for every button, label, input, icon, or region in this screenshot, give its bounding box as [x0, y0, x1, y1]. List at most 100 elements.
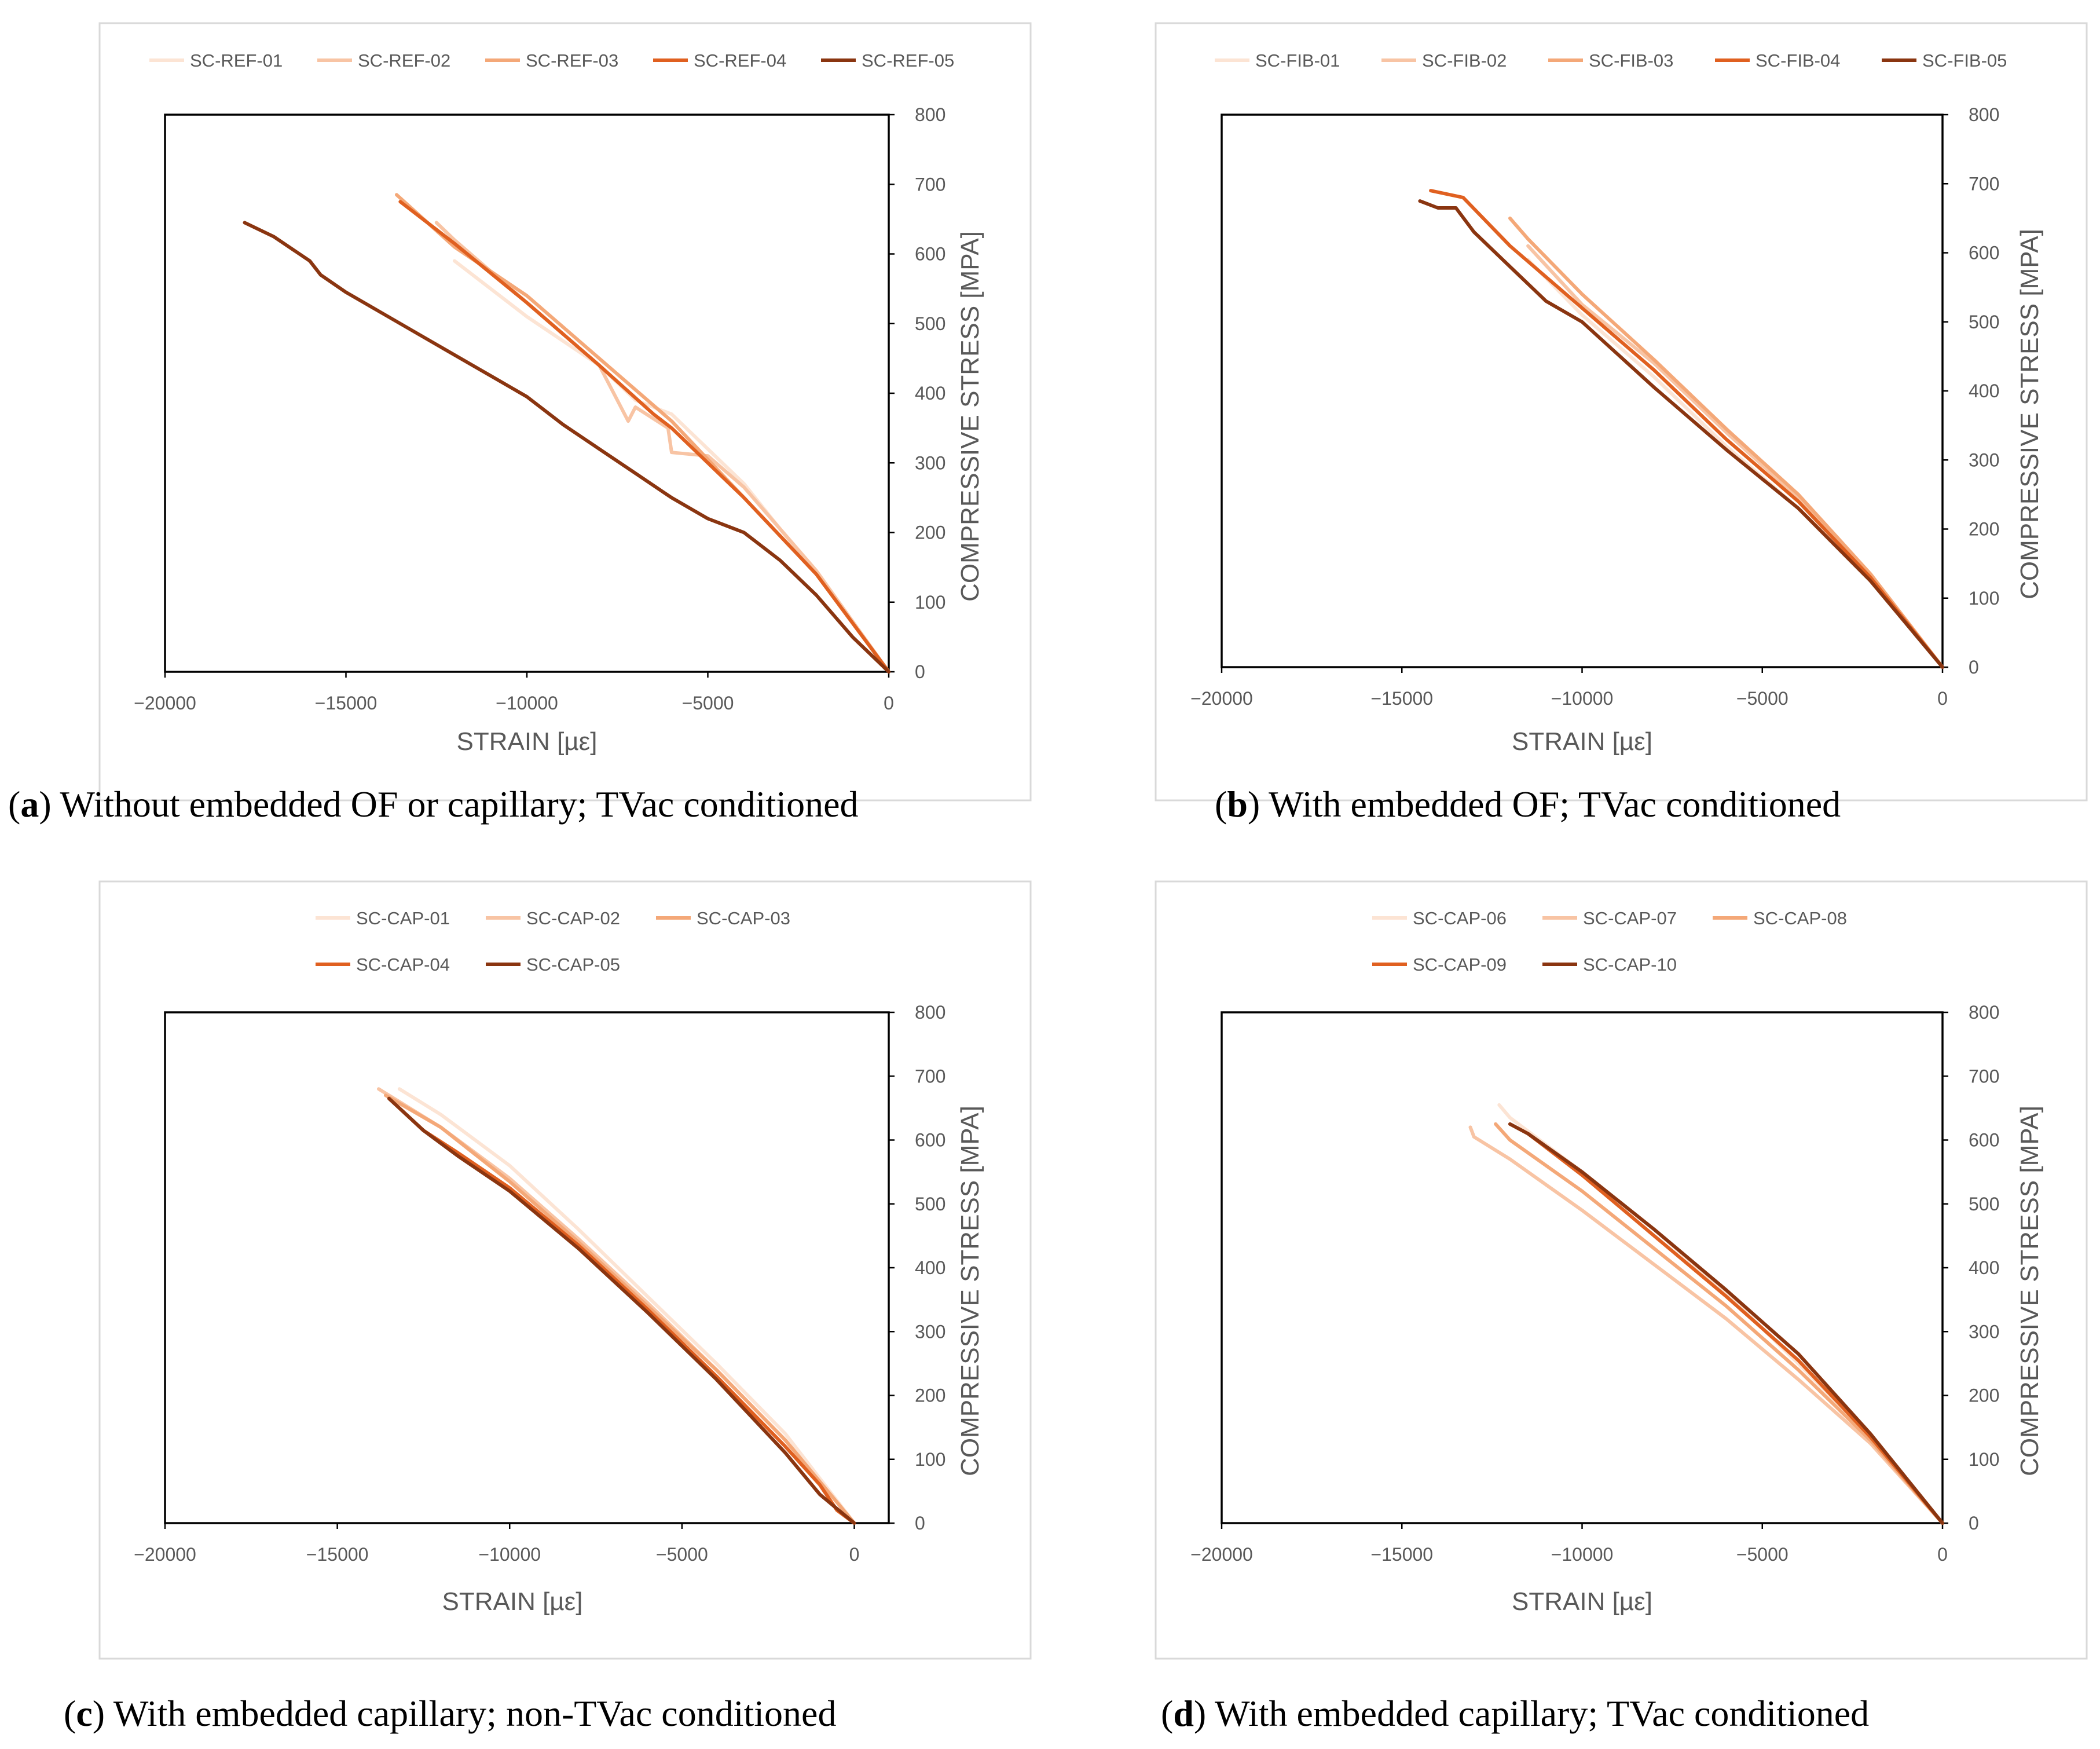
- y-tick-label: 0: [1969, 657, 1979, 678]
- x-tick-label: −5000: [682, 693, 734, 713]
- chart-area-border: [98, 880, 1032, 1660]
- series-line-sc-cap-08: [1494, 1122, 1944, 1525]
- y-tick-label: 800: [1969, 1002, 1999, 1023]
- legend-label: SC-CAP-06: [1413, 908, 1507, 928]
- y-tick-label: 600: [915, 1130, 945, 1151]
- y-tick-label: 400: [1969, 380, 1999, 401]
- x-tick-label: −10000: [1551, 688, 1614, 709]
- series-line-sc-ref-04: [398, 200, 890, 674]
- chart-area-border: [1155, 880, 2088, 1660]
- legend-label: SC-CAP-08: [1753, 908, 1847, 928]
- y-tick-label: 700: [915, 1066, 945, 1086]
- caption-letter: c: [76, 1693, 92, 1734]
- caption-body: ) With embedded OF; TVac conditioned: [1248, 784, 1841, 825]
- series-line-sc-cap-07: [1468, 1125, 1944, 1525]
- x-tick-label: −15000: [315, 693, 378, 713]
- y-axis-title: COMPRESSIVE STRESS [MPA]: [956, 1106, 984, 1476]
- caption-open-paren: (: [1215, 784, 1227, 825]
- caption-body: ) Without embedded OF or capillary; TVac…: [39, 784, 858, 825]
- x-tick-label: −5000: [1736, 1544, 1789, 1565]
- series-line-sc-fib-05: [1418, 199, 1944, 669]
- chart-panel-a: −20000 −15000 −10000 −5000 0 0 100 200 300 400 500…: [8, 22, 1032, 825]
- x-axis-title: STRAIN [µε]: [457, 727, 598, 756]
- y-tick-label: 800: [1969, 104, 1999, 125]
- legend-label: SC-REF-03: [526, 50, 618, 71]
- y-axis-title: COMPRESSIVE STRESS [MPA]: [2015, 229, 2044, 599]
- y-axis-title: COMPRESSIVE STRESS [MPA]: [2015, 1106, 2044, 1476]
- chart-area-border: [98, 22, 1032, 802]
- x-axis-title: STRAIN [µε]: [442, 1587, 583, 1616]
- panel-caption: (a) Without embedded OF or capillary; TV…: [8, 784, 858, 825]
- x-tick-label: −10000: [1551, 1544, 1614, 1565]
- legend-label: SC-CAP-05: [526, 954, 620, 975]
- series-line-sc-ref-05: [243, 221, 890, 674]
- x-tick-label: −5000: [656, 1544, 708, 1565]
- series-line-sc-fib-03: [1508, 216, 1944, 669]
- x-tick-label: −15000: [1370, 1544, 1433, 1565]
- y-tick-label: 600: [1969, 1130, 1999, 1151]
- legend-label: SC-FIB-04: [1756, 50, 1840, 71]
- y-tick-label: 400: [1969, 1257, 1999, 1278]
- y-tick-label: 300: [1969, 1321, 1999, 1342]
- legend-label: SC-REF-02: [358, 50, 450, 71]
- caption-letter: d: [1173, 1693, 1194, 1734]
- panel-caption: (c) With embedded capillary; non-TVac co…: [64, 1693, 836, 1734]
- y-tick-label: 200: [1969, 1385, 1999, 1406]
- x-tick-label: 0: [884, 693, 894, 713]
- y-tick-label: 100: [1969, 1449, 1999, 1470]
- chart-panel-c: −20000 −15000 −10000 −5000 0 0 100 200 300 400 500…: [64, 880, 1032, 1734]
- y-tick-label: 300: [915, 1321, 945, 1342]
- x-tick-label: 0: [1937, 688, 1948, 709]
- x-tick-label: −10000: [496, 693, 558, 713]
- y-tick-label: 700: [915, 174, 945, 195]
- y-tick-label: 700: [1969, 1066, 1999, 1086]
- y-tick-label: 300: [915, 452, 945, 473]
- x-tick-label: 0: [849, 1544, 860, 1565]
- x-axis-title: STRAIN [µε]: [1512, 1587, 1652, 1616]
- y-tick-label: 600: [915, 244, 945, 265]
- caption-letter: b: [1227, 784, 1248, 825]
- y-tick-label: 800: [915, 1002, 945, 1023]
- x-tick-label: −5000: [1736, 688, 1789, 709]
- series-line-sc-fib-04: [1429, 189, 1944, 669]
- y-tick-label: 0: [915, 661, 925, 682]
- legend-label: SC-REF-04: [694, 50, 786, 71]
- caption-open-paren: (: [64, 1693, 76, 1734]
- chart-area-border: [1155, 22, 2088, 802]
- legend-label: SC-CAP-07: [1583, 908, 1677, 928]
- x-tick-label: −15000: [306, 1544, 369, 1565]
- legend-label: SC-REF-05: [862, 50, 954, 71]
- x-tick-label: 0: [1937, 1544, 1948, 1565]
- y-tick-label: 500: [915, 1194, 945, 1214]
- y-tick-label: 100: [915, 1449, 945, 1470]
- x-tick-label: −20000: [134, 693, 196, 713]
- legend-label: SC-CAP-10: [1583, 954, 1677, 975]
- y-tick-label: 400: [915, 383, 945, 404]
- x-axis-title: STRAIN [µε]: [1512, 727, 1652, 756]
- y-tick-label: 700: [1969, 173, 1999, 194]
- x-tick-label: −20000: [1190, 688, 1253, 709]
- y-tick-label: 200: [915, 522, 945, 543]
- y-tick-label: 400: [915, 1257, 945, 1278]
- x-tick-label: −20000: [1190, 1544, 1253, 1565]
- legend-label: SC-FIB-02: [1422, 50, 1507, 71]
- y-tick-label: 300: [1969, 449, 1999, 470]
- series-line-sc-cap-05: [387, 1096, 856, 1525]
- x-tick-label: −10000: [478, 1544, 541, 1565]
- y-tick-label: 500: [915, 313, 945, 334]
- panel-caption: (b) With embedded OF; TVac conditioned: [1215, 784, 1841, 825]
- legend-label: SC-CAP-04: [356, 954, 450, 975]
- series-line-sc-cap-03: [384, 1093, 856, 1525]
- y-tick-label: 0: [1969, 1513, 1979, 1534]
- chart-panel-b: −20000 −15000 −10000 −5000 00 100 200 300 400 500…: [1155, 22, 2088, 825]
- legend-label: SC-FIB-05: [1922, 50, 2007, 71]
- legend-label: SC-CAP-03: [697, 908, 790, 928]
- legend-label: SC-CAP-02: [526, 908, 620, 928]
- series-line-sc-cap-01: [397, 1087, 856, 1525]
- y-tick-label: 100: [915, 592, 945, 613]
- chart-panel-d: −20000 −15000 −10000 −5000 00 100 200 300 400 500…: [1155, 880, 2088, 1734]
- y-tick-label: 200: [915, 1385, 945, 1406]
- y-tick-label: 0: [915, 1513, 925, 1534]
- y-tick-label: 600: [1969, 243, 1999, 264]
- y-tick-label: 800: [915, 104, 945, 125]
